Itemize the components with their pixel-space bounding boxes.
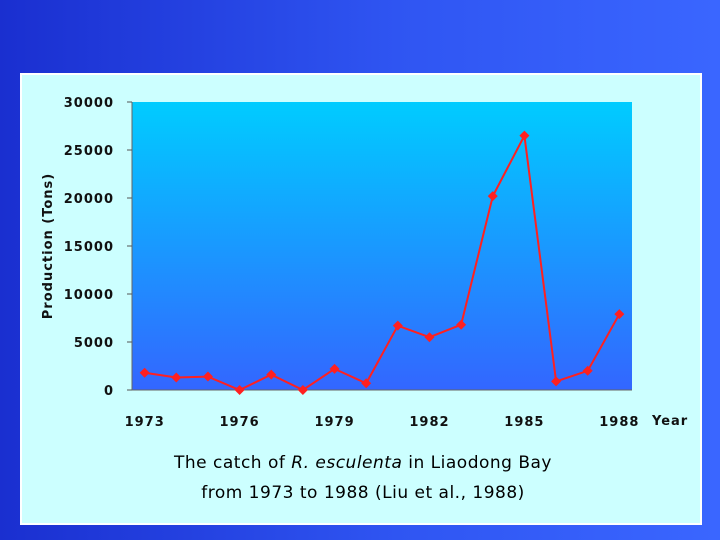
data-point (361, 378, 372, 389)
data-point (297, 385, 308, 395)
data-point (329, 363, 340, 374)
x-tick-label: 1985 (504, 415, 544, 430)
data-point (487, 191, 498, 202)
line-chart: 0 5000 10000 15000 20000 25000 30000 1973 1976 1… (41, 96, 688, 430)
y-tick-label: 25000 (64, 144, 114, 159)
data-point (582, 365, 593, 376)
y-tick-label: 5000 (74, 336, 114, 351)
data-point (171, 372, 182, 383)
data-point (234, 385, 245, 395)
data-point (424, 332, 435, 343)
data-point (519, 130, 530, 141)
caption-suffix: in Liaodong Bay (402, 453, 552, 473)
y-tick-label: 0 (104, 384, 114, 399)
y-tick-label: 20000 (64, 192, 114, 207)
x-tick-label: 1973 (125, 415, 165, 430)
x-tick-label: 1988 (599, 415, 639, 430)
slide-panel: 0 5000 10000 15000 20000 25000 30000 1973 1976 1… (20, 73, 702, 525)
data-point (139, 367, 150, 378)
caption-prefix: The catch of (174, 453, 292, 473)
y-axis-label: Production (Tons) (41, 173, 56, 319)
x-tick-label: 1976 (220, 415, 260, 430)
x-tick-label: 1982 (409, 415, 449, 430)
caption-species: R. esculenta (291, 453, 403, 473)
data-point (266, 369, 277, 380)
plot-area (132, 102, 632, 390)
data-point (614, 309, 625, 320)
data-point (202, 371, 213, 382)
x-tick-label: 1979 (314, 415, 354, 430)
series-line (144, 132, 621, 392)
chart-caption-line2: from 1973 to 1988 (Liu et al., 1988) (201, 483, 525, 503)
data-point (456, 319, 467, 330)
chart-caption-line1: The catch of R. esculenta in Liaodong Ba… (22, 453, 704, 473)
y-tick-label: 15000 (64, 240, 114, 255)
data-point (392, 320, 403, 331)
x-axis-label: Year (651, 414, 688, 429)
data-point (551, 376, 562, 387)
y-tick-label: 30000 (64, 96, 114, 111)
y-tick-label: 10000 (64, 288, 114, 303)
